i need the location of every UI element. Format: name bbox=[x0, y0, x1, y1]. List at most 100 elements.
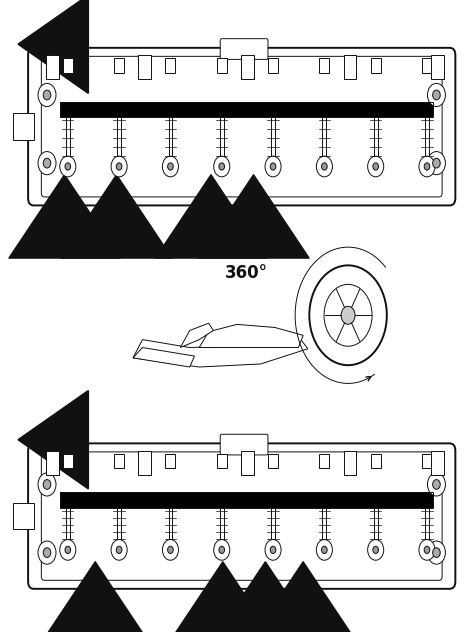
Circle shape bbox=[38, 83, 56, 107]
Polygon shape bbox=[133, 348, 194, 367]
Bar bbox=[374, 508, 378, 542]
Bar bbox=[425, 508, 429, 542]
Polygon shape bbox=[133, 337, 308, 367]
Circle shape bbox=[419, 540, 435, 560]
Circle shape bbox=[43, 480, 51, 489]
Circle shape bbox=[324, 284, 372, 346]
Circle shape bbox=[373, 163, 379, 170]
Bar bbox=[319, 58, 329, 73]
Text: IN: IN bbox=[216, 592, 229, 602]
Bar bbox=[114, 454, 124, 468]
Circle shape bbox=[433, 90, 440, 100]
Circle shape bbox=[111, 156, 127, 177]
Circle shape bbox=[428, 83, 446, 107]
Text: IN: IN bbox=[204, 209, 218, 219]
Circle shape bbox=[60, 156, 76, 177]
Circle shape bbox=[428, 473, 446, 496]
Bar bbox=[271, 118, 275, 159]
Bar bbox=[46, 451, 59, 475]
Bar bbox=[60, 492, 433, 508]
Circle shape bbox=[321, 546, 327, 554]
Text: EX: EX bbox=[56, 209, 73, 219]
Bar bbox=[217, 454, 227, 468]
Bar bbox=[165, 454, 175, 468]
Circle shape bbox=[373, 546, 379, 554]
Circle shape bbox=[428, 152, 446, 174]
Bar bbox=[12, 502, 34, 530]
Polygon shape bbox=[180, 323, 213, 348]
Bar bbox=[425, 118, 429, 159]
Circle shape bbox=[168, 163, 173, 170]
Bar bbox=[422, 454, 432, 468]
Circle shape bbox=[419, 156, 435, 177]
Bar bbox=[220, 118, 224, 159]
Circle shape bbox=[43, 158, 51, 168]
Polygon shape bbox=[199, 324, 303, 348]
Circle shape bbox=[65, 163, 71, 170]
Circle shape bbox=[341, 307, 355, 324]
Circle shape bbox=[265, 156, 281, 177]
Circle shape bbox=[163, 156, 179, 177]
Bar bbox=[169, 118, 173, 159]
Bar bbox=[271, 508, 275, 542]
Bar bbox=[169, 508, 173, 542]
FancyBboxPatch shape bbox=[220, 39, 268, 59]
Bar bbox=[138, 55, 151, 80]
Circle shape bbox=[43, 90, 51, 100]
Circle shape bbox=[316, 540, 332, 560]
FancyBboxPatch shape bbox=[41, 56, 442, 197]
Circle shape bbox=[214, 156, 230, 177]
Bar bbox=[66, 118, 70, 159]
Bar bbox=[371, 58, 381, 73]
Text: F: F bbox=[32, 433, 40, 446]
Circle shape bbox=[38, 473, 56, 496]
Bar bbox=[60, 102, 433, 118]
Circle shape bbox=[433, 158, 440, 168]
Circle shape bbox=[428, 541, 446, 564]
Circle shape bbox=[38, 152, 56, 174]
Circle shape bbox=[424, 546, 430, 554]
Circle shape bbox=[433, 548, 440, 557]
Text: IN: IN bbox=[297, 592, 310, 602]
Bar bbox=[217, 58, 227, 73]
Bar bbox=[241, 451, 254, 475]
Bar bbox=[63, 454, 73, 468]
Bar bbox=[63, 58, 73, 73]
Circle shape bbox=[219, 546, 225, 554]
Text: 360°: 360° bbox=[225, 264, 268, 282]
Circle shape bbox=[111, 540, 127, 560]
Bar bbox=[322, 508, 326, 542]
Circle shape bbox=[43, 548, 51, 557]
Bar bbox=[374, 118, 378, 159]
Circle shape bbox=[163, 540, 179, 560]
Circle shape bbox=[214, 540, 230, 560]
Bar bbox=[46, 55, 59, 80]
Text: EX: EX bbox=[246, 209, 262, 219]
Bar bbox=[431, 55, 444, 80]
Circle shape bbox=[116, 546, 122, 554]
Bar bbox=[60, 102, 433, 118]
Bar bbox=[117, 508, 121, 542]
Bar bbox=[371, 454, 381, 468]
Text: IN: IN bbox=[110, 209, 123, 219]
Bar bbox=[241, 55, 254, 80]
Circle shape bbox=[168, 546, 173, 554]
Bar bbox=[114, 58, 124, 73]
Bar bbox=[165, 58, 175, 73]
Circle shape bbox=[270, 546, 276, 554]
Bar bbox=[344, 451, 356, 475]
Circle shape bbox=[316, 156, 332, 177]
Bar bbox=[268, 58, 278, 73]
Bar bbox=[12, 113, 34, 140]
Circle shape bbox=[368, 540, 384, 560]
Bar bbox=[322, 118, 326, 159]
FancyBboxPatch shape bbox=[220, 434, 268, 455]
Circle shape bbox=[424, 163, 430, 170]
FancyBboxPatch shape bbox=[28, 48, 456, 205]
Bar bbox=[220, 508, 224, 542]
FancyBboxPatch shape bbox=[28, 444, 456, 589]
Circle shape bbox=[65, 546, 71, 554]
Bar bbox=[138, 451, 151, 475]
Bar bbox=[319, 454, 329, 468]
Text: EX: EX bbox=[257, 592, 273, 602]
